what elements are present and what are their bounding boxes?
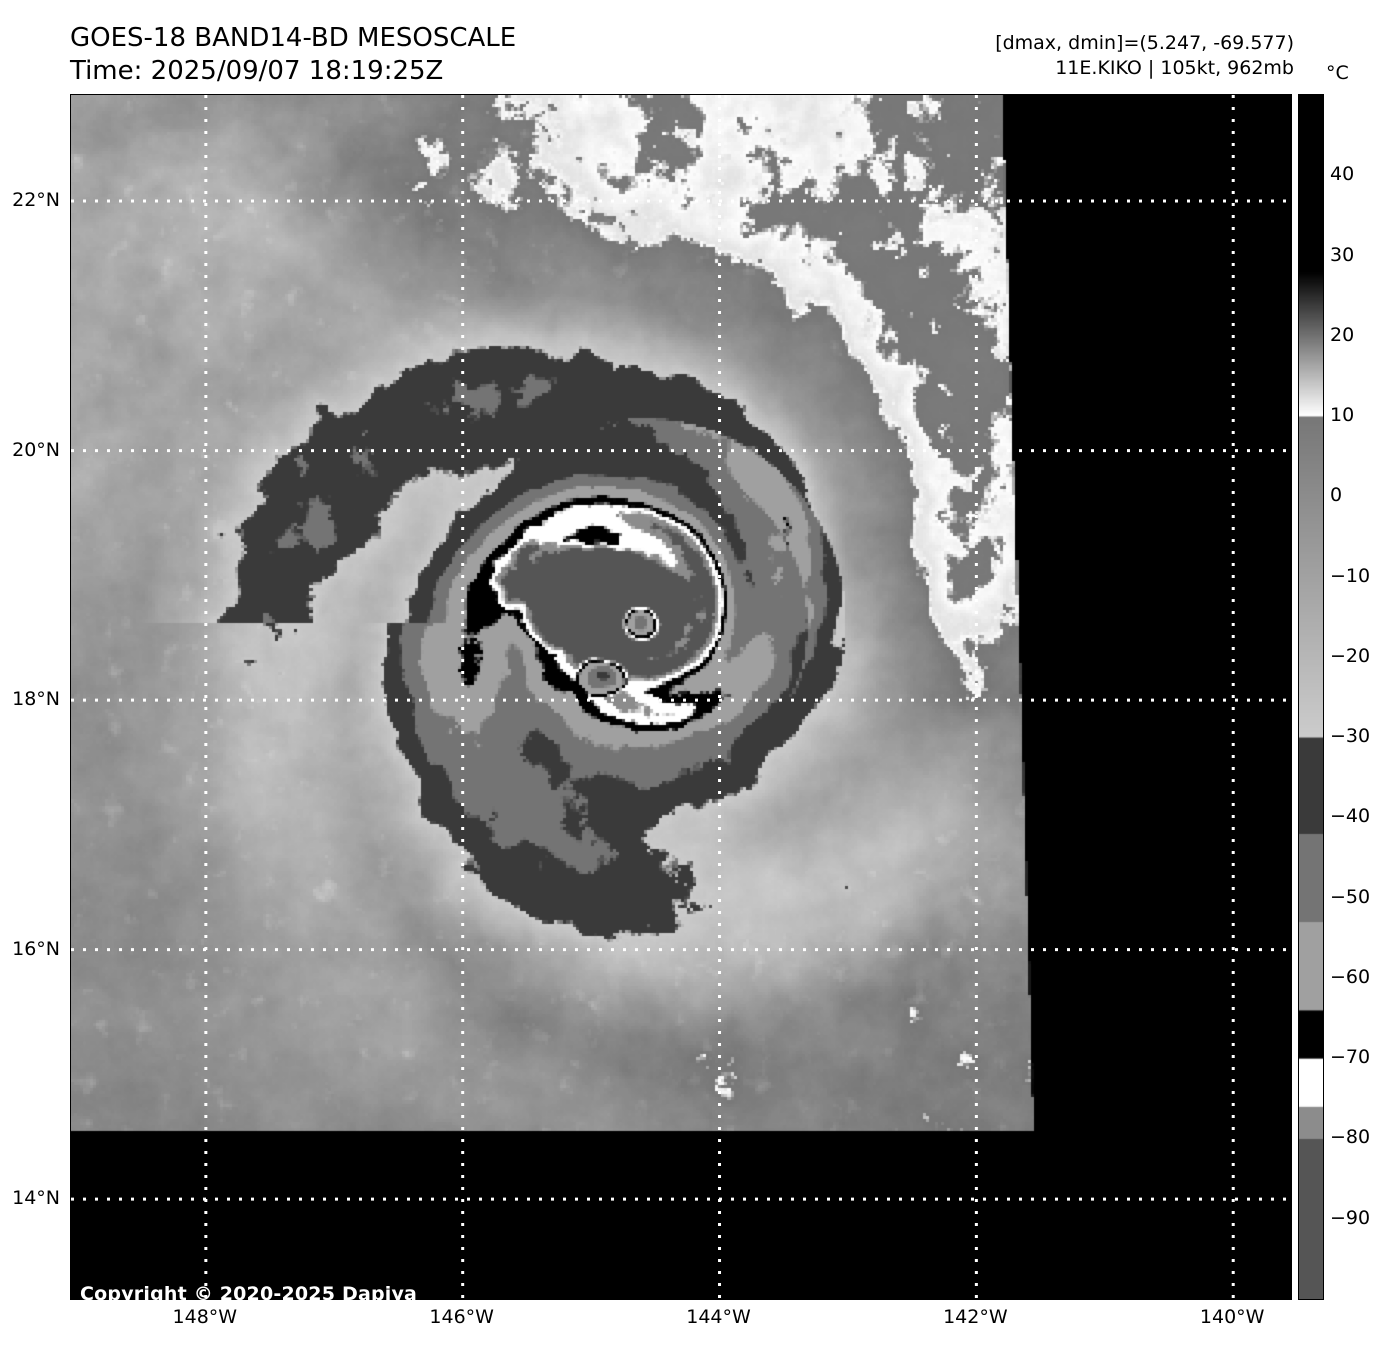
colorbar-tick-label: 30 (1330, 243, 1355, 266)
colorbar-tick-label: −90 (1330, 1206, 1371, 1229)
colorbar-tick-label: −50 (1330, 885, 1371, 908)
page-title: GOES-18 BAND14-BD MESOSCALE Time: 2025/0… (70, 22, 516, 89)
timestamp-label: Time: 2025/09/07 18:19:25Z (70, 56, 444, 87)
colorbar-tick-label: −40 (1330, 805, 1371, 828)
colorbar-unit-label: °C (1326, 62, 1349, 84)
colorbar-tick-label: 20 (1330, 323, 1355, 346)
x-axis-tick-label: 140°W (1199, 1306, 1265, 1328)
storm-info-label: 11E.KIKO | 105kt, 962mb (1055, 57, 1294, 80)
colorbar-tick-label: 0 (1330, 484, 1343, 507)
colorbar-gradient (1299, 95, 1323, 1299)
dmax-dmin-label: [dmax, dmin]=(5.247, -69.577) (995, 32, 1294, 54)
satellite-imagery-canvas (71, 95, 1291, 1299)
annotation-block: [dmax, dmin]=(5.247, -69.577) 11E.KIKO |… (995, 31, 1294, 82)
y-axis-tick-label: 14°N (12, 1187, 60, 1210)
colorbar-tick-label: −70 (1330, 1046, 1371, 1069)
colorbar-tick-label: −20 (1330, 644, 1371, 667)
satellite-plot-area[interactable] (70, 94, 1292, 1300)
x-axis-tick-label: 146°W (429, 1306, 494, 1328)
colorbar-tick-label: −30 (1330, 725, 1371, 748)
colorbar-tick-label: 10 (1330, 404, 1355, 427)
y-axis-tick-label: 22°N (12, 189, 60, 212)
colorbar (1298, 94, 1324, 1300)
colorbar-tick-label: 40 (1330, 163, 1355, 186)
product-title: GOES-18 BAND14-BD MESOSCALE (70, 23, 517, 53)
x-axis-tick-label: 142°W (943, 1306, 1008, 1328)
copyright-label: Copyright © 2020-2025 Dapiya (80, 1283, 418, 1305)
colorbar-tick-label: −10 (1330, 564, 1371, 587)
colorbar-tick-label: −60 (1330, 965, 1371, 988)
x-axis-tick-label: 144°W (686, 1306, 751, 1328)
x-axis-tick-label: 148°W (172, 1306, 238, 1328)
colorbar-tick-label: −80 (1330, 1126, 1371, 1149)
y-axis-tick-label: 18°N (12, 688, 60, 711)
y-axis-tick-label: 16°N (12, 937, 60, 960)
y-axis-tick-label: 20°N (12, 438, 60, 461)
